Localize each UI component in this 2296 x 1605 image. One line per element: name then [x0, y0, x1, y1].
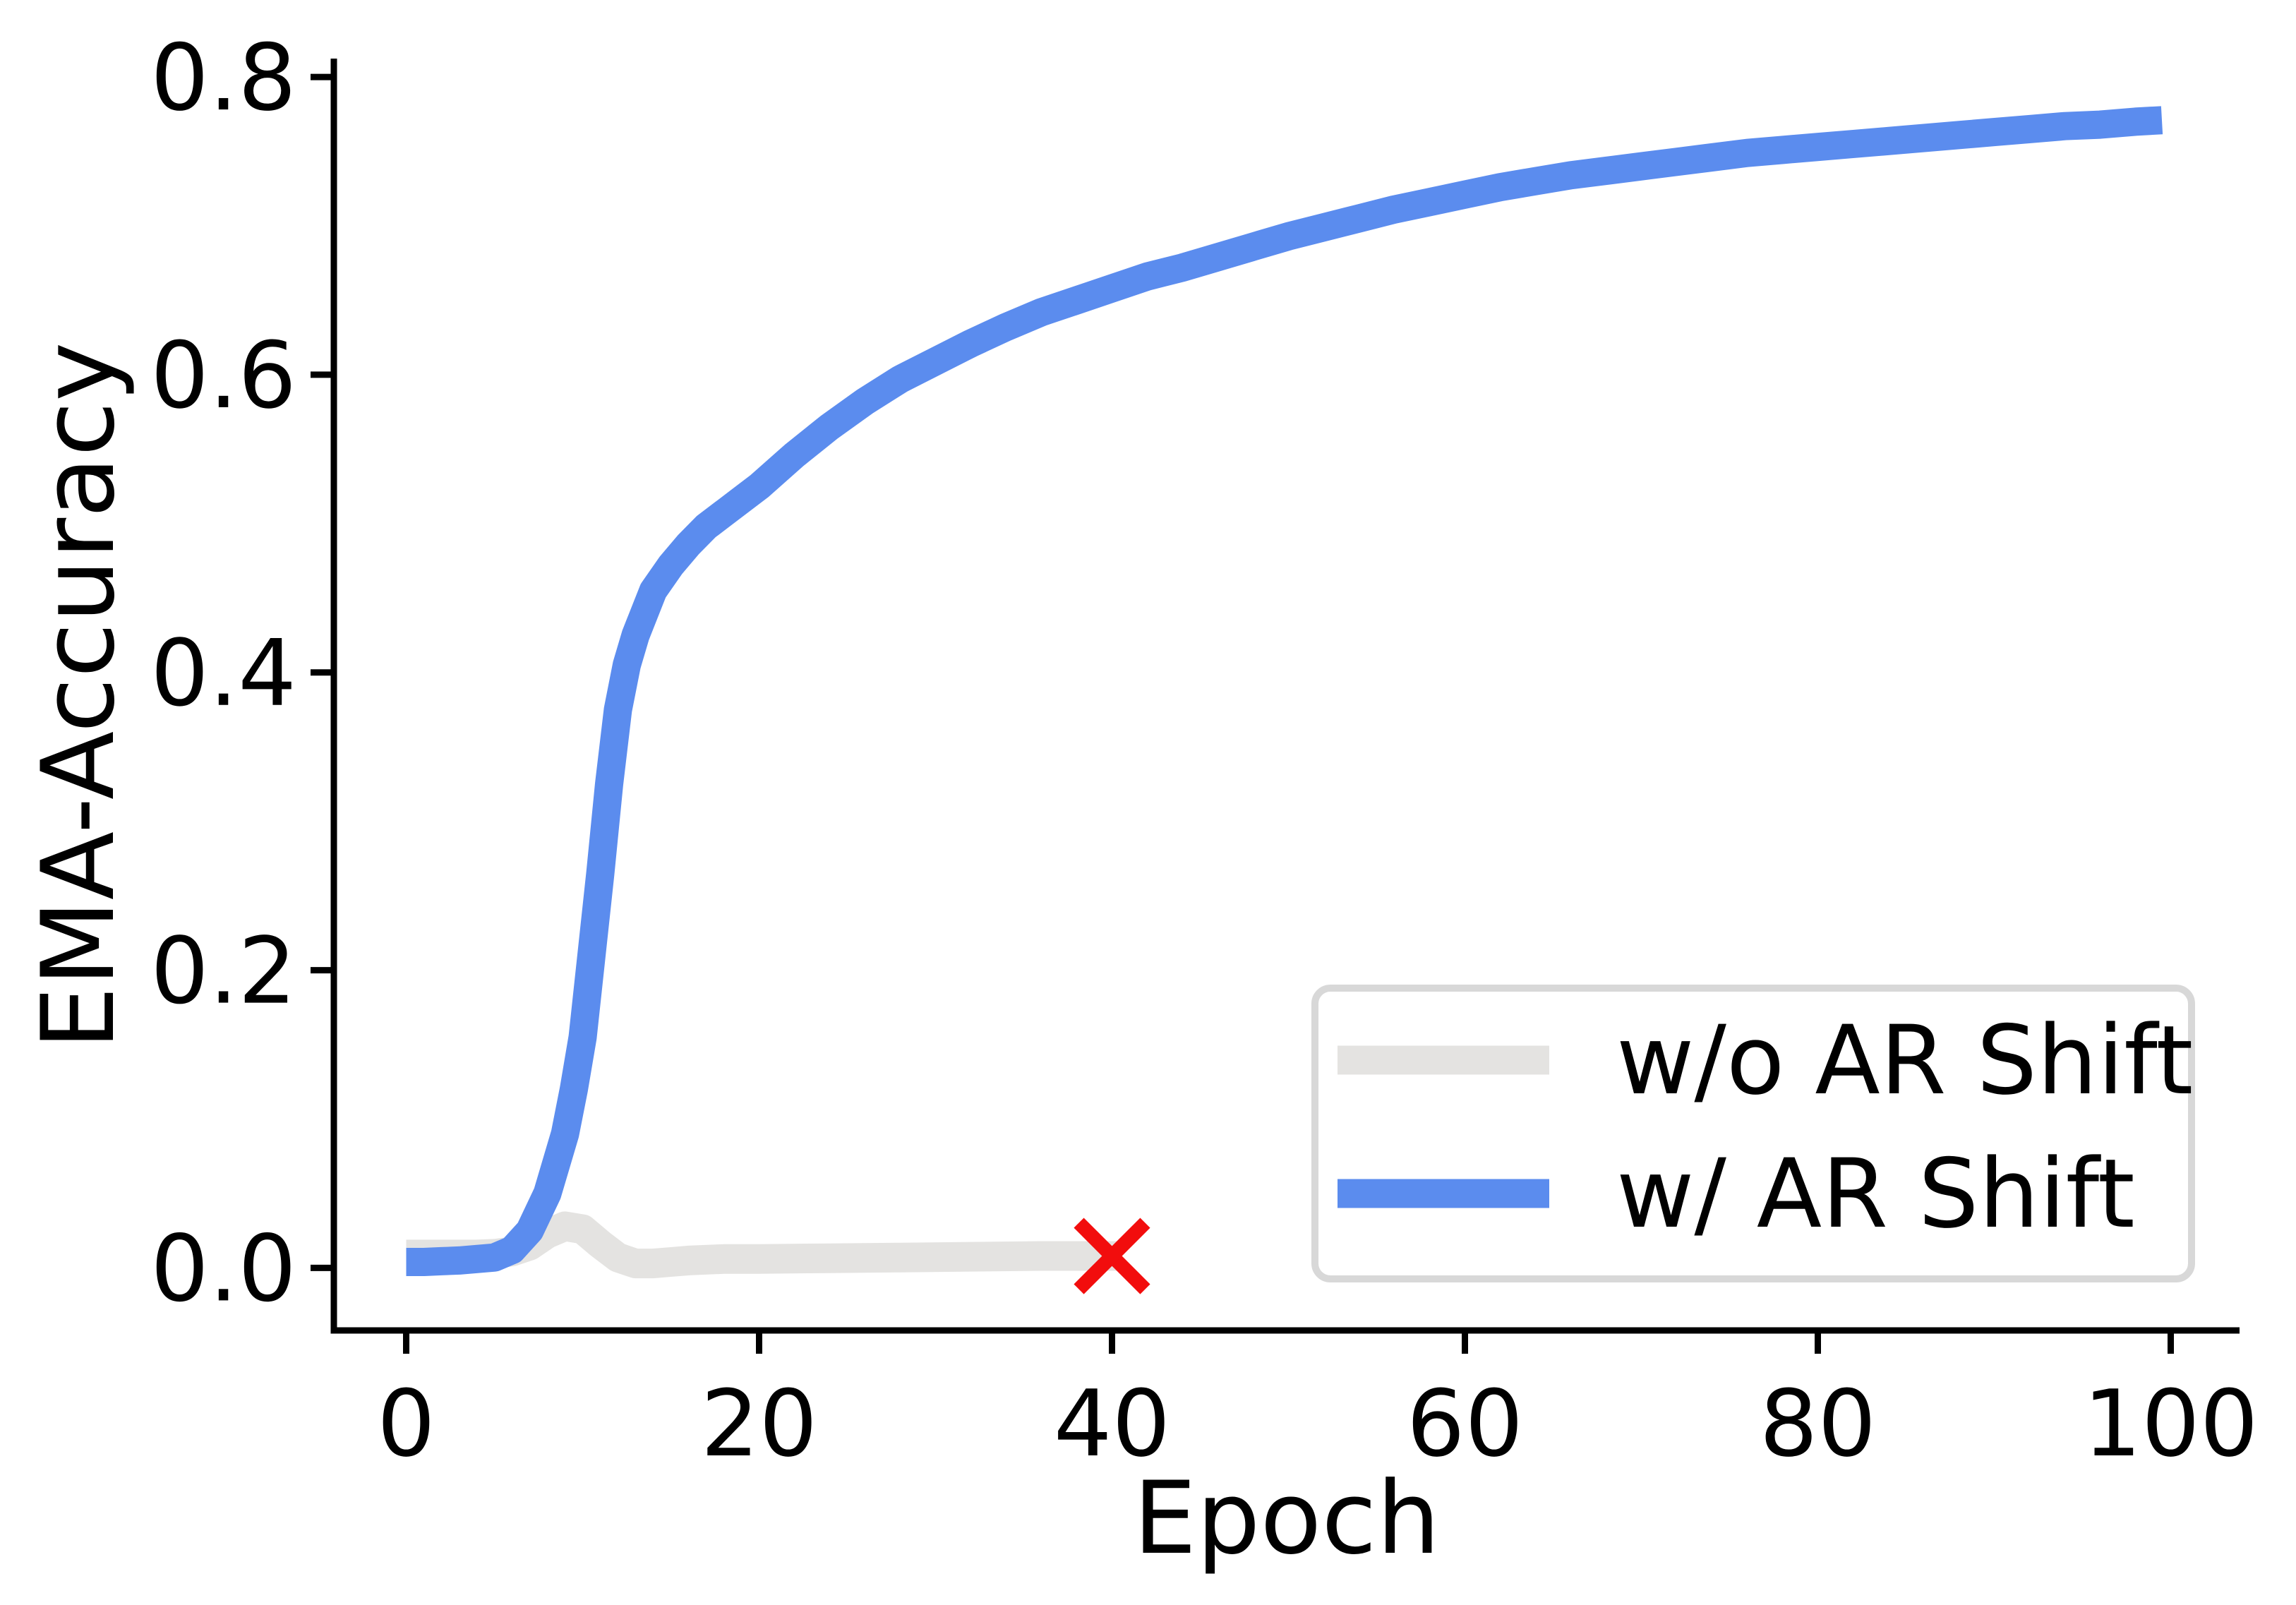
legend-label: w/ AR Shift	[1616, 1138, 2135, 1249]
x-tick-label: 40	[1054, 1370, 1170, 1477]
x-tick-label: 80	[1760, 1370, 1876, 1477]
y-tick-label: 0.2	[150, 918, 296, 1025]
y-tick-label: 0.8	[150, 24, 296, 131]
x-tick-label: 0	[377, 1370, 435, 1477]
x-tick-label: 100	[2083, 1370, 2258, 1477]
legend-item: w/o AR Shift	[1338, 1005, 2193, 1116]
legend: w/o AR Shift w/ AR Shift	[1311, 985, 2195, 1282]
x-tick-label: 20	[701, 1370, 817, 1477]
marker-layer	[1074, 1218, 1150, 1294]
series-layer	[406, 106, 2163, 1279]
legend-items: w/o AR Shift w/ AR Shift	[1338, 1005, 2193, 1249]
x-axis-label: Epoch	[1134, 1460, 1441, 1577]
failure-x-marker	[1074, 1218, 1150, 1294]
x-ticks: 0 20 40 60 80 100	[377, 1330, 2259, 1477]
y-ticks: 0.0 0.2 0.4 0.6 0.8	[150, 24, 334, 1322]
x-tick-label: 60	[1407, 1370, 1523, 1477]
y-axis-label: EMA-Accuracy	[20, 342, 137, 1050]
legend-label: w/o AR Shift	[1616, 1005, 2193, 1116]
legend-item: w/ AR Shift	[1338, 1138, 2135, 1249]
series-line-w-ar-shift	[406, 106, 2163, 1276]
y-tick-label: 0.6	[150, 322, 296, 429]
y-tick-label: 0.0	[150, 1215, 296, 1322]
y-tick-label: 0.4	[150, 620, 296, 727]
